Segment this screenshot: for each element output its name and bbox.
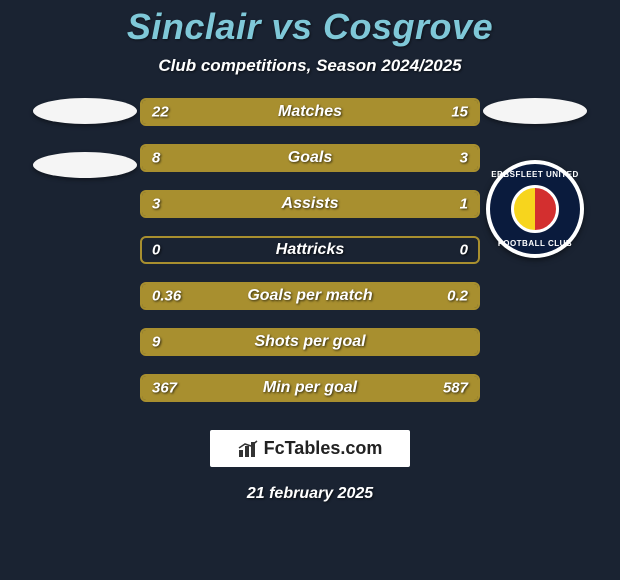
subtitle: Club competitions, Season 2024/2025: [158, 56, 461, 76]
right-placeholder-icon: [483, 98, 587, 124]
comparison-container: Sinclair vs Cosgrove Club competitions, …: [0, 0, 620, 580]
stat-bar: 22 Matches 15: [140, 98, 480, 126]
stat-bar: 367 Min per goal 587: [140, 374, 480, 402]
stat-value-left: 22: [152, 104, 169, 121]
bar-fill-left: [142, 192, 394, 216]
stat-value-right: 0.2: [447, 288, 468, 305]
date-text: 21 february 2025: [247, 485, 373, 503]
right-side-column: EBBSFLEET UNITED FOOTBALL CLUB: [480, 98, 590, 258]
stat-value-left: 0.36: [152, 288, 181, 305]
stat-value-left: 367: [152, 380, 177, 397]
stat-value-right: 0: [460, 242, 468, 259]
club-badge-name-top: EBBSFLEET UNITED: [491, 170, 579, 179]
stat-value-left: 9: [152, 334, 160, 351]
stat-bar: 8 Goals 3: [140, 144, 480, 172]
stat-value-left: 3: [152, 196, 160, 213]
stat-label: Assists: [282, 195, 339, 213]
stat-label: Hattricks: [276, 241, 344, 259]
stat-value-right: 1: [460, 196, 468, 213]
player2-name: Cosgrove: [323, 6, 493, 47]
stat-label: Goals per match: [247, 287, 372, 305]
stat-label: Matches: [278, 103, 342, 121]
chart-icon: [238, 440, 260, 458]
watermark-text: FcTables.com: [264, 438, 383, 459]
stat-bars-column: 22 Matches 15 8 Goals 3 3 Assists 1 0 Hattricks 0 0.…: [140, 98, 480, 402]
bar-fill-left: [142, 146, 386, 170]
stat-bar: 9 Shots per goal: [140, 328, 480, 356]
club-badge: EBBSFLEET UNITED FOOTBALL CLUB: [486, 160, 584, 258]
stat-value-right: 3: [460, 150, 468, 167]
stat-label: Goals: [288, 149, 332, 167]
player1-name: Sinclair: [127, 6, 261, 47]
stat-bar: 0.36 Goals per match 0.2: [140, 282, 480, 310]
page-title: Sinclair vs Cosgrove: [127, 6, 493, 48]
watermark: FcTables.com: [210, 430, 411, 467]
stat-value-left: 8: [152, 150, 160, 167]
club-badge-inner-icon: [511, 185, 559, 233]
stat-label: Min per goal: [263, 379, 357, 397]
club-badge-name-bottom: FOOTBALL CLUB: [498, 239, 572, 248]
stat-bar: 0 Hattricks 0: [140, 236, 480, 264]
stat-bar: 3 Assists 1: [140, 190, 480, 218]
stat-value-right: 587: [443, 380, 468, 397]
stat-value-right: 15: [451, 104, 468, 121]
stat-value-left: 0: [152, 242, 160, 259]
vs-text: vs: [271, 6, 312, 47]
stat-label: Shots per goal: [254, 333, 365, 351]
left-placeholder-icon: [33, 152, 137, 178]
stats-area: 22 Matches 15 8 Goals 3 3 Assists 1 0 Hattricks 0 0.…: [0, 98, 620, 402]
left-placeholder-icon: [33, 98, 137, 124]
left-side-column: [30, 98, 140, 178]
